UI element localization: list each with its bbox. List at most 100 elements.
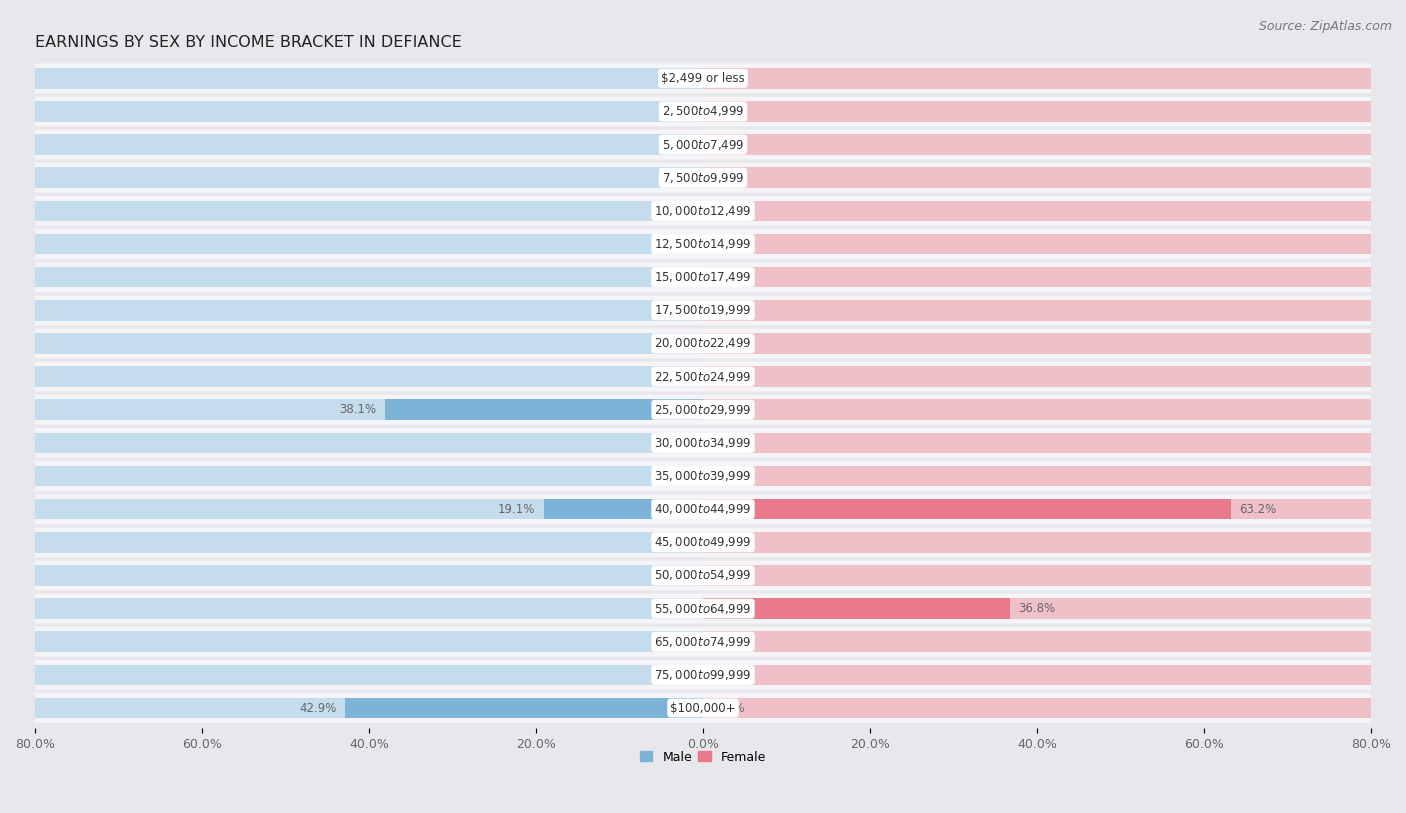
Text: $50,000 to $54,999: $50,000 to $54,999	[654, 568, 752, 582]
Bar	[35, 632, 703, 652]
FancyBboxPatch shape	[35, 494, 1371, 524]
FancyBboxPatch shape	[35, 229, 1371, 259]
FancyBboxPatch shape	[35, 395, 1371, 424]
Text: 36.8%: 36.8%	[1018, 602, 1056, 615]
Text: 0.0%: 0.0%	[716, 72, 745, 85]
Text: 0.0%: 0.0%	[716, 304, 745, 317]
Text: 0.0%: 0.0%	[716, 105, 745, 118]
FancyBboxPatch shape	[35, 560, 1371, 590]
Text: $5,000 to $7,499: $5,000 to $7,499	[662, 137, 744, 151]
Bar	[35, 664, 703, 685]
Text: $35,000 to $39,999: $35,000 to $39,999	[654, 469, 752, 483]
Text: 0.0%: 0.0%	[661, 172, 690, 185]
Text: 0.0%: 0.0%	[661, 138, 690, 151]
Text: 0.0%: 0.0%	[661, 569, 690, 582]
Text: 0.0%: 0.0%	[661, 602, 690, 615]
Bar	[35, 300, 703, 320]
Bar	[703, 367, 1371, 387]
Text: 0.0%: 0.0%	[716, 271, 745, 284]
Bar	[703, 201, 1371, 221]
Bar	[703, 167, 1371, 188]
Bar	[703, 499, 1371, 520]
FancyBboxPatch shape	[35, 528, 1371, 557]
Bar	[35, 167, 703, 188]
FancyBboxPatch shape	[35, 627, 1371, 657]
Text: 0.0%: 0.0%	[716, 470, 745, 483]
Text: 0.0%: 0.0%	[661, 370, 690, 383]
Text: $2,499 or less: $2,499 or less	[661, 72, 745, 85]
Text: $55,000 to $64,999: $55,000 to $64,999	[654, 602, 752, 615]
Text: 0.0%: 0.0%	[716, 172, 745, 185]
FancyBboxPatch shape	[35, 428, 1371, 458]
FancyBboxPatch shape	[35, 97, 1371, 126]
Text: $10,000 to $12,499: $10,000 to $12,499	[654, 204, 752, 218]
Text: 0.0%: 0.0%	[661, 470, 690, 483]
Text: $22,500 to $24,999: $22,500 to $24,999	[654, 370, 752, 384]
Text: 42.9%: 42.9%	[299, 702, 336, 715]
Bar	[35, 367, 703, 387]
Text: 0.0%: 0.0%	[661, 237, 690, 250]
Bar	[703, 234, 1371, 254]
Bar	[385, 399, 703, 420]
Text: 19.1%: 19.1%	[498, 502, 536, 515]
Text: $20,000 to $22,499: $20,000 to $22,499	[654, 337, 752, 350]
Bar	[35, 698, 703, 719]
Bar	[703, 134, 1371, 155]
Bar	[35, 466, 703, 486]
Bar	[35, 101, 703, 122]
Text: 0.0%: 0.0%	[661, 536, 690, 549]
Text: $12,500 to $14,999: $12,500 to $14,999	[654, 237, 752, 251]
Text: 0.0%: 0.0%	[716, 337, 745, 350]
FancyBboxPatch shape	[35, 660, 1371, 689]
Text: $45,000 to $49,999: $45,000 to $49,999	[654, 535, 752, 550]
Text: 0.0%: 0.0%	[716, 370, 745, 383]
Text: $2,500 to $4,999: $2,500 to $4,999	[662, 104, 744, 119]
Bar	[703, 101, 1371, 122]
Text: $7,500 to $9,999: $7,500 to $9,999	[662, 171, 744, 185]
FancyBboxPatch shape	[35, 263, 1371, 292]
Text: 0.0%: 0.0%	[716, 403, 745, 416]
Text: 0.0%: 0.0%	[716, 668, 745, 681]
Bar	[703, 698, 1371, 719]
FancyBboxPatch shape	[35, 461, 1371, 491]
Bar	[35, 267, 703, 288]
Bar	[703, 267, 1371, 288]
Bar	[35, 201, 703, 221]
Bar	[35, 433, 703, 453]
FancyBboxPatch shape	[35, 593, 1371, 624]
FancyBboxPatch shape	[35, 63, 1371, 93]
Text: 0.0%: 0.0%	[661, 204, 690, 217]
Bar	[703, 399, 1371, 420]
Bar	[35, 234, 703, 254]
Bar	[35, 333, 703, 354]
Text: $25,000 to $29,999: $25,000 to $29,999	[654, 402, 752, 417]
Text: 0.0%: 0.0%	[716, 138, 745, 151]
Text: 0.0%: 0.0%	[716, 536, 745, 549]
Text: $15,000 to $17,499: $15,000 to $17,499	[654, 270, 752, 285]
Text: 0.0%: 0.0%	[716, 237, 745, 250]
Bar	[703, 632, 1371, 652]
FancyBboxPatch shape	[35, 328, 1371, 359]
Text: 0.0%: 0.0%	[661, 437, 690, 450]
Bar	[35, 68, 703, 89]
Text: $40,000 to $44,999: $40,000 to $44,999	[654, 502, 752, 516]
FancyBboxPatch shape	[35, 130, 1371, 159]
Bar	[703, 565, 1371, 585]
FancyBboxPatch shape	[35, 163, 1371, 193]
Bar	[35, 499, 703, 520]
Bar	[703, 664, 1371, 685]
Bar	[544, 499, 703, 520]
Text: Source: ZipAtlas.com: Source: ZipAtlas.com	[1258, 20, 1392, 33]
Text: 0.0%: 0.0%	[716, 204, 745, 217]
Bar	[703, 466, 1371, 486]
Text: $17,500 to $19,999: $17,500 to $19,999	[654, 303, 752, 317]
Text: 0.0%: 0.0%	[716, 437, 745, 450]
Bar	[35, 598, 703, 619]
Bar	[35, 134, 703, 155]
Text: 0.0%: 0.0%	[661, 635, 690, 648]
Text: $75,000 to $99,999: $75,000 to $99,999	[654, 668, 752, 682]
Text: $100,000+: $100,000+	[671, 702, 735, 715]
Text: 0.0%: 0.0%	[661, 337, 690, 350]
FancyBboxPatch shape	[35, 196, 1371, 226]
Text: 0.0%: 0.0%	[716, 702, 745, 715]
